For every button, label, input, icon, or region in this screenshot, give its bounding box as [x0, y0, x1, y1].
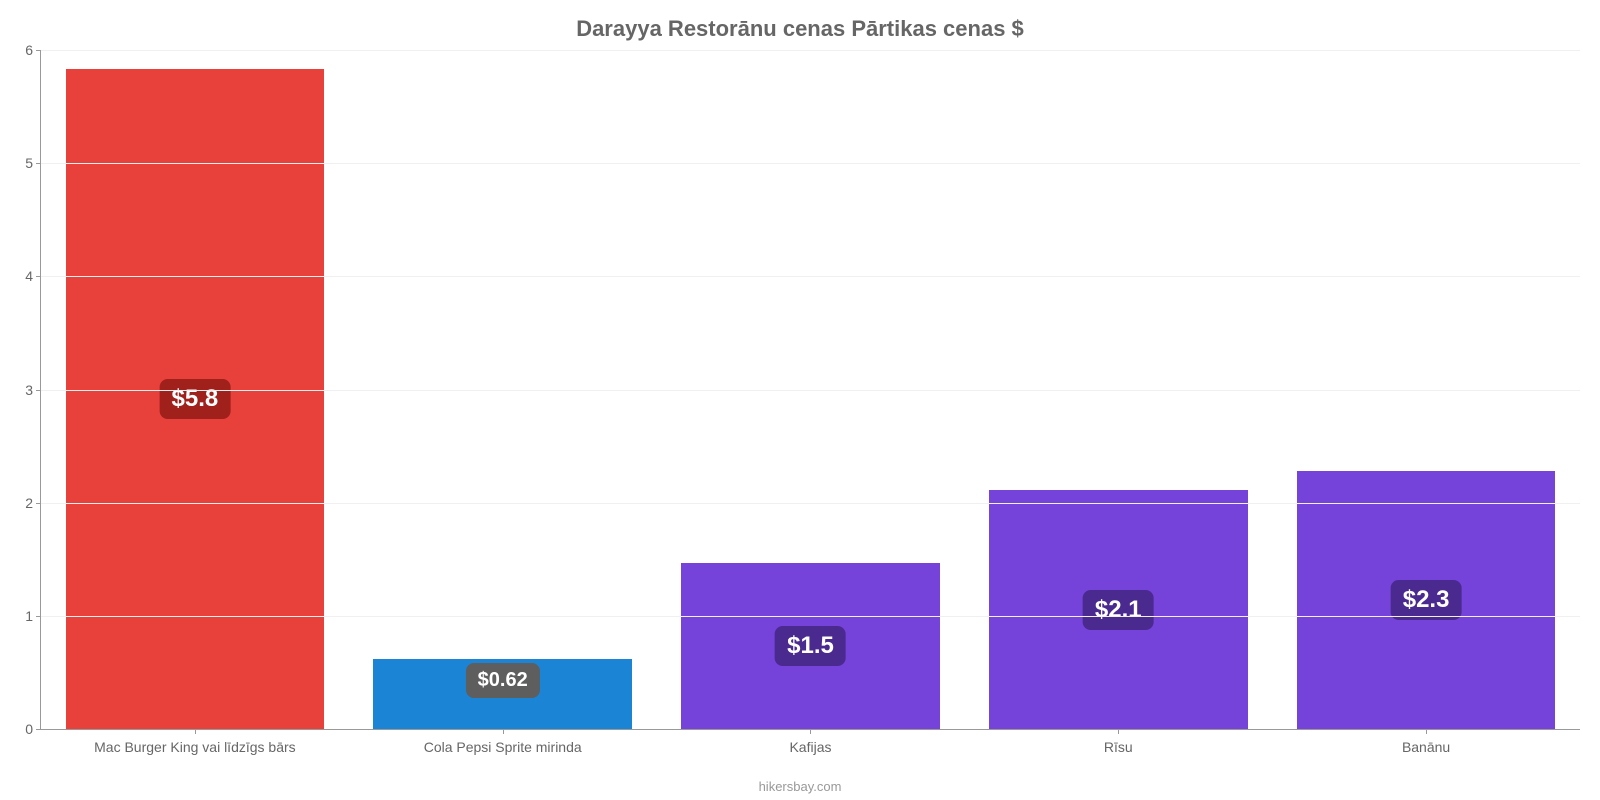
gridline — [41, 50, 1580, 51]
xtick-label: Mac Burger King vai līdzīgs bārs — [94, 729, 296, 755]
gridline — [41, 503, 1580, 504]
ytick-label: 0 — [25, 721, 41, 737]
ytick-label: 1 — [25, 608, 41, 624]
gridline — [41, 163, 1580, 164]
bar-value-label: $2.1 — [1083, 590, 1154, 630]
chart-title: Darayya Restorānu cenas Pārtikas cenas $ — [0, 16, 1600, 42]
ytick-label: 2 — [25, 495, 41, 511]
price-bar: $2.3 — [1297, 471, 1556, 729]
gridline — [41, 616, 1580, 617]
bar-value-label: $0.62 — [466, 663, 540, 698]
bar-value-label: $5.8 — [160, 379, 231, 419]
price-bar: $5.8 — [66, 69, 325, 729]
bar-value-label: $1.5 — [775, 626, 846, 666]
price-bar-chart: Darayya Restorānu cenas Pārtikas cenas $… — [0, 0, 1600, 800]
ytick-label: 6 — [25, 42, 41, 58]
xtick-label: Rīsu — [1104, 729, 1133, 755]
price-bar: $1.5 — [681, 563, 940, 729]
ytick-label: 4 — [25, 268, 41, 284]
attribution-label: hikersbay.com — [0, 779, 1600, 794]
xtick-label: Banānu — [1402, 729, 1450, 755]
bar-value-label: $2.3 — [1391, 580, 1462, 620]
ytick-label: 3 — [25, 382, 41, 398]
price-bar: $2.1 — [989, 490, 1248, 729]
ytick-label: 5 — [25, 155, 41, 171]
price-bar: $0.62 — [373, 659, 632, 729]
gridline — [41, 390, 1580, 391]
xtick-label: Kafijas — [789, 729, 831, 755]
gridline — [41, 276, 1580, 277]
xtick-label: Cola Pepsi Sprite mirinda — [424, 729, 582, 755]
plot-area: $5.8Mac Burger King vai līdzīgs bārs$0.6… — [40, 50, 1580, 730]
